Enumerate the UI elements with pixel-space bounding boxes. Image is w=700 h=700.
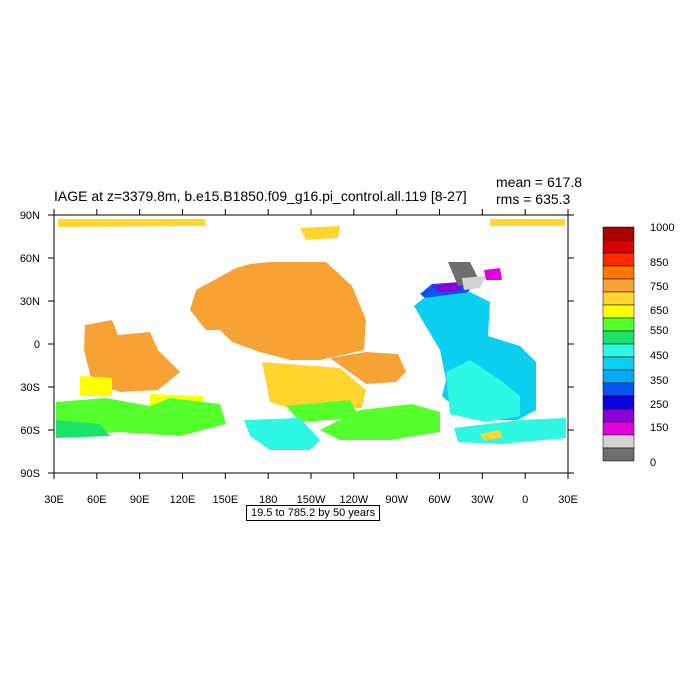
x-tick-label: 60E [87, 494, 107, 506]
x-tick-label: 150W [297, 494, 326, 506]
x-tick-label: 120W [339, 494, 368, 506]
colorbar-label: 1000 [650, 222, 674, 234]
colorbar-box [602, 239, 635, 254]
y-tick-label: 30N [20, 296, 40, 308]
y-tick-label: 30S [20, 382, 40, 394]
x-axis-labels: 30E 60E 90E 120E 150E 180 150W 120W 90W 60W 30W 0 30… [44, 494, 578, 506]
colorbar-box [602, 343, 635, 358]
x-tick-label: 30W [471, 494, 494, 506]
colorbar-box [602, 434, 635, 449]
x-tick-label: 90W [385, 494, 408, 506]
colorbar-label: 850 [650, 257, 668, 269]
colorbar-label: 350 [650, 375, 668, 387]
colorbar-label: 250 [650, 399, 668, 411]
indian-south [80, 376, 112, 396]
colorbar-label: 0 [650, 457, 656, 469]
x-tick-label: 150E [212, 494, 238, 506]
south-pacific [262, 362, 366, 412]
colorbar-box [602, 408, 635, 423]
colorbar-label: 450 [650, 350, 668, 362]
colorbar-box [602, 278, 635, 293]
colorbar-label: 550 [650, 325, 668, 337]
southern-ocean-e [320, 404, 440, 440]
x-tick-label: 90E [130, 494, 150, 506]
antarctic-blue-e [454, 418, 566, 444]
axis-ticks [48, 209, 574, 479]
y-tick-label: 0 [34, 339, 40, 351]
colorbar-box [602, 447, 635, 462]
colorbar-box [602, 356, 635, 371]
y-tick-label: 90S [20, 468, 40, 480]
colorbar-label: 650 [650, 305, 668, 317]
south-atlantic [446, 360, 520, 422]
colorbar-box [602, 252, 635, 267]
colorbar-box [602, 382, 635, 397]
y-tick-label: 60S [20, 425, 40, 437]
labrador [432, 282, 462, 292]
colorbar-box [602, 226, 635, 241]
colorbar-box [602, 304, 635, 319]
y-tick-label: 90N [20, 210, 40, 222]
x-tick-label: 180 [259, 494, 277, 506]
indian-ocean [84, 320, 180, 392]
x-tick-label: 30E [44, 494, 64, 506]
southern-ocean-pac [286, 400, 360, 422]
colorbar-box [602, 317, 635, 332]
x-tick-label: 30E [558, 494, 578, 506]
age-field [56, 219, 566, 450]
arctic-patch [300, 226, 340, 240]
y-axis-labels: 90N 60N 30N 0 30S 60S 90S [20, 210, 40, 480]
arctic-right [490, 219, 565, 226]
colorbar-box [602, 369, 635, 384]
colorbar [602, 226, 635, 462]
colorbar-box [602, 330, 635, 345]
colorbar-box [602, 421, 635, 436]
nordic-magenta [484, 268, 502, 280]
y-tick-label: 60N [20, 253, 40, 265]
colorbar-box [602, 265, 635, 280]
colorbar-box [602, 291, 635, 306]
gin-sea [462, 276, 486, 290]
colorbar-label: 150 [650, 422, 668, 434]
antarctic-yellow [480, 430, 502, 440]
antarctic-cyan [244, 418, 320, 450]
contour-range-note: 19.5 to 785.2 by 50 years [246, 505, 381, 521]
colorbar-box [602, 395, 635, 410]
rms-value: rms = 635.3 [496, 191, 571, 207]
x-tick-label: 60W [428, 494, 451, 506]
east-pacific [330, 352, 406, 384]
x-tick-label: 120E [170, 494, 196, 506]
x-tick-label: 0 [522, 494, 528, 506]
arctic-band [58, 219, 205, 227]
mean-value: mean = 617.8 [496, 174, 583, 190]
southern-ocean-c [56, 420, 110, 438]
colorbar-labels: 1000 850 750 650 550 450 350 250 150 0 [650, 222, 674, 469]
west-pacific [190, 262, 366, 360]
colorbar-label: 750 [650, 281, 668, 293]
plot-title: IAGE at z=3379.8m, b.e15.B1850.f09_g16.p… [54, 188, 467, 204]
